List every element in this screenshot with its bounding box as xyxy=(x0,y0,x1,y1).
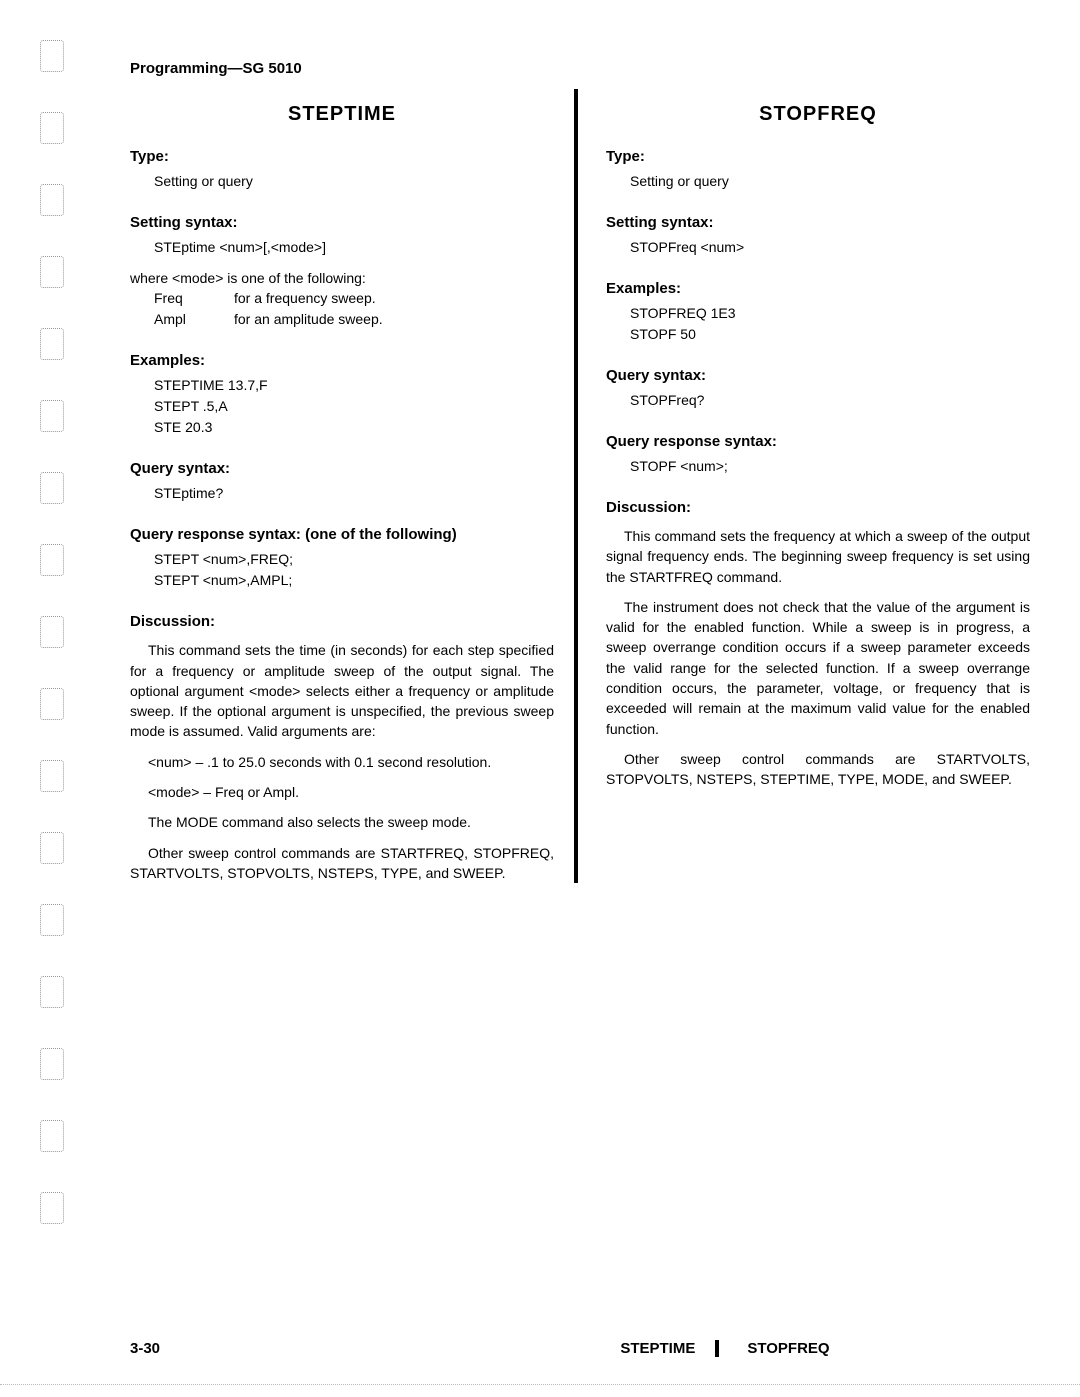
query-syntax-body: STOPFreq? xyxy=(630,390,1030,411)
footer-right-command: STOPFREQ xyxy=(715,1340,1030,1357)
punch-hole xyxy=(40,976,64,1008)
mode-arg-table: Freq for a frequency sweep. Ampl for an … xyxy=(154,288,554,330)
arg-key: Ampl xyxy=(154,309,204,330)
section-discussion: Discussion: xyxy=(606,499,1030,516)
section-type: Type: xyxy=(606,148,1030,165)
punch-hole xyxy=(40,256,64,288)
type-body: Setting or query xyxy=(630,171,1030,192)
right-column: STOPFREQ Type: Setting or query Setting … xyxy=(574,89,1030,883)
arg-row: Ampl for an amplitude sweep. xyxy=(154,309,554,330)
type-body: Setting or query xyxy=(154,171,554,192)
response-line: STEPT <num>,FREQ; xyxy=(154,549,554,570)
response-line: STEPT <num>,AMPL; xyxy=(154,570,554,591)
punch-hole xyxy=(40,472,64,504)
section-query-syntax: Query syntax: xyxy=(606,367,1030,384)
punch-hole xyxy=(40,184,64,216)
punch-hole xyxy=(40,904,64,936)
where-line: where <mode> is one of the following: xyxy=(130,268,554,288)
section-query-response: Query response syntax: xyxy=(606,433,1030,450)
running-header: Programming—SG 5010 xyxy=(130,60,1030,77)
punch-hole xyxy=(40,400,64,432)
page-number: 3-30 xyxy=(130,1340,413,1357)
discussion-mode-arg: <mode> – Freq or Ampl. xyxy=(148,782,554,802)
command-title-steptime: STEPTIME xyxy=(130,103,554,126)
page-footer: 3-30 STEPTIME STOPFREQ xyxy=(130,1340,1030,1357)
discussion-paragraph: Other sweep control commands are STARTVO… xyxy=(606,749,1030,790)
discussion-paragraph: This command sets the frequency at which… xyxy=(606,526,1030,587)
setting-syntax-body: STEptime <num>[,<mode>] xyxy=(154,237,554,258)
section-setting-syntax: Setting syntax: xyxy=(130,214,554,231)
section-query-syntax: Query syntax: xyxy=(130,460,554,477)
binder-punch-column xyxy=(40,40,80,1264)
discussion-paragraph: This command sets the time (in seconds) … xyxy=(130,640,554,741)
punch-hole xyxy=(40,544,64,576)
query-syntax-body: STEptime? xyxy=(154,483,554,504)
example-line: STOPFREQ 1E3 xyxy=(630,303,1030,324)
section-type: Type: xyxy=(130,148,554,165)
arg-row: Freq for a frequency sweep. xyxy=(154,288,554,309)
discussion-num-arg: <num> – .1 to 25.0 seconds with 0.1 seco… xyxy=(148,752,554,772)
punch-hole xyxy=(40,760,64,792)
punch-hole xyxy=(40,1048,64,1080)
discussion-paragraph: The MODE command also selects the sweep … xyxy=(130,812,554,832)
discussion-paragraph: Other sweep control commands are STARTFR… xyxy=(130,843,554,884)
section-setting-syntax: Setting syntax: xyxy=(606,214,1030,231)
punch-hole xyxy=(40,1192,64,1224)
arg-key: Freq xyxy=(154,288,204,309)
punch-hole xyxy=(40,832,64,864)
punch-hole xyxy=(40,112,64,144)
page: Programming—SG 5010 STEPTIME Type: Setti… xyxy=(0,0,1080,1397)
section-examples: Examples: xyxy=(130,352,554,369)
punch-hole xyxy=(40,40,64,72)
punch-hole xyxy=(40,328,64,360)
punch-hole xyxy=(40,616,64,648)
command-title-stopfreq: STOPFREQ xyxy=(606,103,1030,126)
example-line: STOPF 50 xyxy=(630,324,1030,345)
left-column: STEPTIME Type: Setting or query Setting … xyxy=(130,89,574,883)
discussion-paragraph: The instrument does not check that the v… xyxy=(606,597,1030,739)
setting-syntax-body: STOPFreq <num> xyxy=(630,237,1030,258)
punch-hole xyxy=(40,1120,64,1152)
section-query-response: Query response syntax: (one of the follo… xyxy=(130,526,554,543)
example-line: STEPT .5,A xyxy=(154,396,554,417)
response-line: STOPF <num>; xyxy=(630,456,1030,477)
footer-left-command: STEPTIME xyxy=(413,1340,716,1357)
two-column-layout: STEPTIME Type: Setting or query Setting … xyxy=(130,89,1030,883)
section-discussion: Discussion: xyxy=(130,613,554,630)
arg-desc: for an amplitude sweep. xyxy=(234,309,383,330)
example-line: STEPTIME 13.7,F xyxy=(154,375,554,396)
punch-hole xyxy=(40,688,64,720)
example-line: STE 20.3 xyxy=(154,417,554,438)
page-baseline xyxy=(0,1384,1080,1385)
section-examples: Examples: xyxy=(606,280,1030,297)
arg-desc: for a frequency sweep. xyxy=(234,288,376,309)
